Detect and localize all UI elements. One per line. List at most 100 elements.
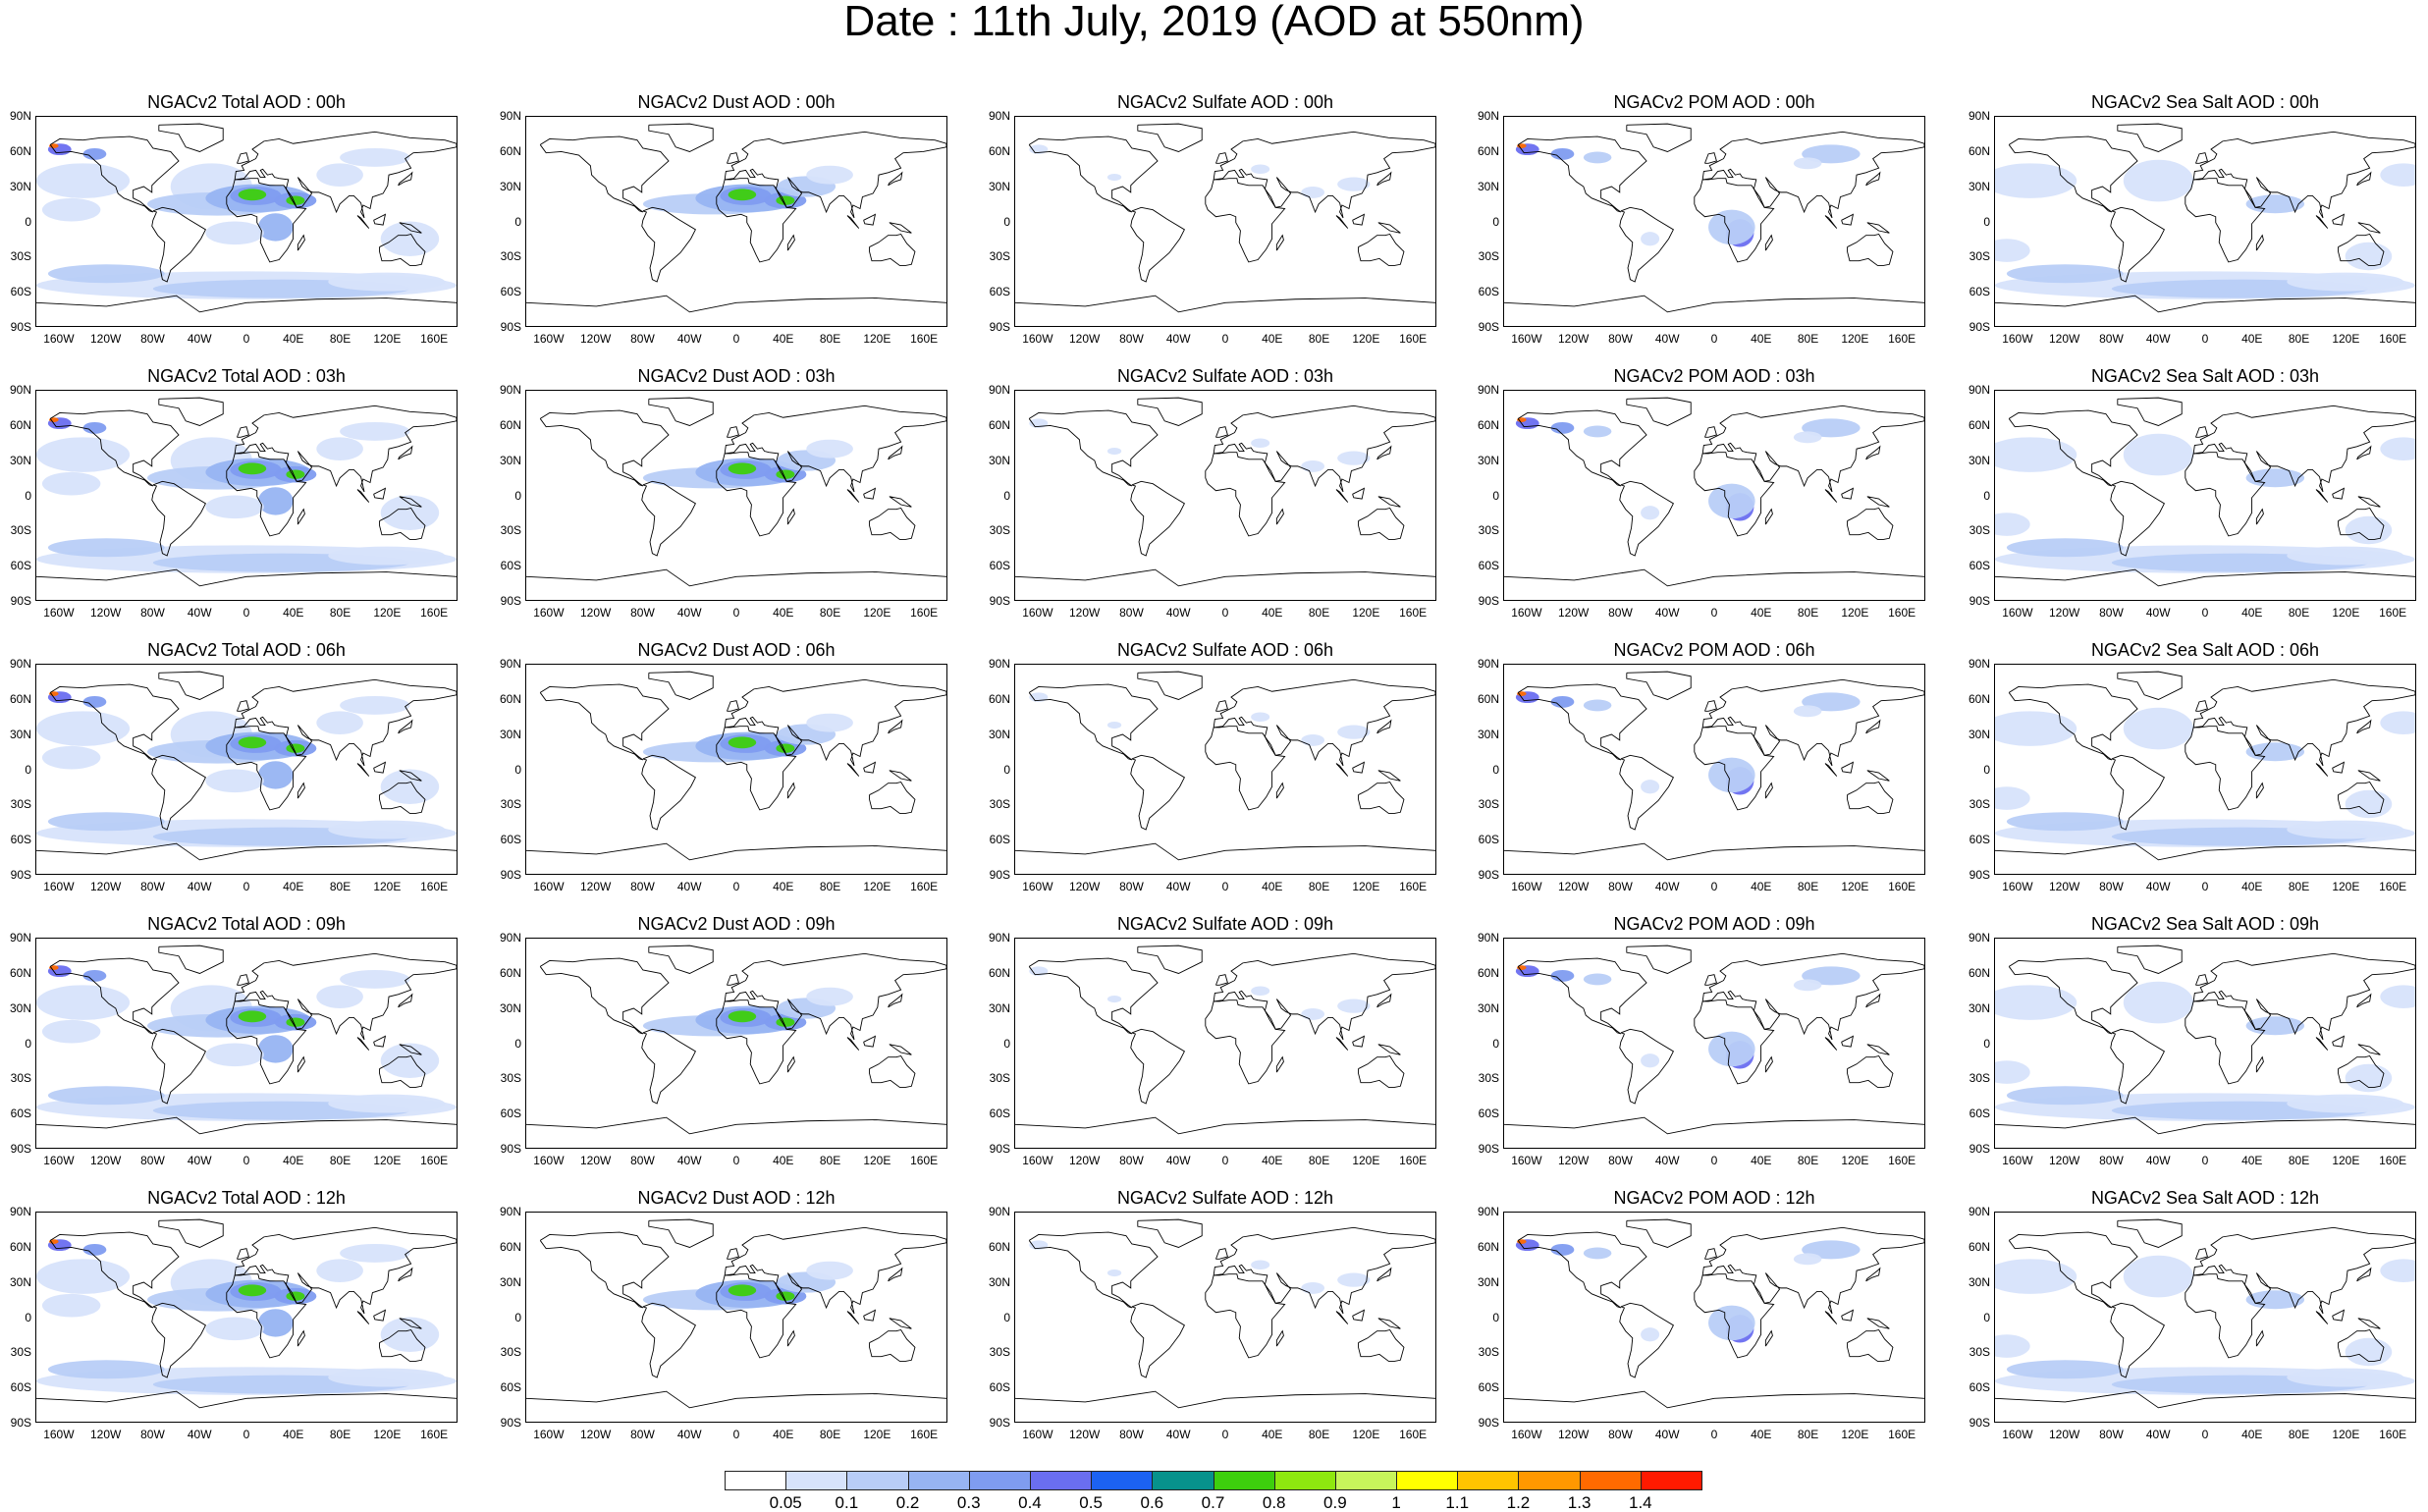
- lat-tick-label: 60S: [1478, 1380, 1499, 1395]
- aod-plume: [316, 163, 363, 187]
- aod-field: [36, 397, 457, 587]
- lon-tick-label: 120E: [1841, 606, 1869, 620]
- map-panel-total-12h: NGACv2 Total AOD : 12h 90N 60N 30N 0 30S 60S 90…: [0, 1188, 461, 1458]
- aod-field: [526, 671, 946, 861]
- lat-tick-label: 30N: [1477, 727, 1499, 741]
- lon-tick-label: 40W: [1654, 1428, 1680, 1441]
- lon-tick-label: 80W: [140, 332, 165, 346]
- lon-tick-label: 160E: [910, 606, 939, 620]
- colorbar-swatch: [1273, 1471, 1336, 1490]
- coastline: [1841, 1035, 1855, 1048]
- coastline: [1824, 763, 1838, 777]
- lon-tick-label: 40W: [2145, 332, 2171, 346]
- lon-tick-label: 80W: [630, 1428, 655, 1441]
- lon-tick-label: 160E: [1399, 880, 1428, 893]
- coastline: [2338, 233, 2385, 266]
- colorbar-swatch: [1396, 1471, 1459, 1490]
- panel-title: NGACv2 Sulfate AOD : 12h: [1116, 1188, 1334, 1208]
- coastline: [727, 426, 739, 438]
- coastline: [1764, 782, 1773, 799]
- aod-plume: [36, 711, 131, 746]
- coastline: [1701, 131, 1924, 219]
- coastline: [297, 234, 305, 251]
- colorbar-swatch: [1029, 1471, 1093, 1490]
- aod-plume: [2380, 711, 2415, 734]
- map-frame: [35, 1212, 458, 1423]
- lat-tick-label: 30N: [9, 1274, 31, 1289]
- coastline: [1215, 974, 1228, 986]
- lon-tick-label: 80E: [1797, 332, 1819, 346]
- map-panel-total-09h: NGACv2 Total AOD : 09h 90N 60N 30N 0 30S 60S 90…: [0, 914, 461, 1184]
- aod-field: [1504, 397, 1924, 587]
- lon-tick-label: 160E: [2379, 1428, 2407, 1441]
- lon-tick-label: 80W: [140, 1428, 165, 1441]
- aod-plume: [41, 745, 101, 770]
- lat-tick-label: 30N: [9, 727, 31, 741]
- coastline: [1995, 568, 2415, 587]
- lat-tick-label: 90S: [500, 320, 521, 334]
- coastline: [2185, 1273, 2266, 1359]
- lon-tick-label: 160W: [2002, 606, 2033, 620]
- lon-tick-label: 80W: [630, 880, 655, 893]
- coastline: [158, 397, 224, 426]
- coastline: [2110, 480, 2165, 557]
- lon-tick-label: 120W: [1068, 1154, 1101, 1167]
- coastline: [1764, 508, 1773, 525]
- aod-plume: [257, 761, 294, 789]
- lon-tick-label: 80W: [1608, 1154, 1633, 1167]
- lat-tick-label: 60S: [1478, 285, 1499, 299]
- lon-tick-label: 0: [732, 1154, 740, 1167]
- aod-plume: [806, 1261, 853, 1280]
- lat-tick-label: 90S: [10, 868, 31, 882]
- coastline: [648, 397, 714, 426]
- coastline: [379, 781, 426, 814]
- lon-tick-label: 40W: [1165, 1154, 1191, 1167]
- lon-tick-label: 40E: [1262, 1154, 1283, 1167]
- lon-tick-label: 80W: [1119, 1428, 1144, 1441]
- lat-tick-label: 60S: [10, 833, 31, 847]
- coastline: [2185, 726, 2266, 811]
- coastline: [889, 770, 912, 782]
- coastline: [869, 1328, 916, 1362]
- coastline: [2192, 1226, 2415, 1315]
- coastline: [36, 1390, 457, 1409]
- coastline: [1517, 135, 1647, 213]
- lon-tick-label: 40W: [676, 880, 702, 893]
- lon-tick-label: 120W: [2048, 1154, 2080, 1167]
- coastline: [1619, 754, 1674, 831]
- map-frame: [525, 938, 947, 1149]
- aod-plume: [1995, 513, 2030, 536]
- aod-plume: [47, 538, 165, 558]
- aod-plume: [728, 1010, 757, 1023]
- aod-plume: [1583, 973, 1612, 986]
- colorbar-swatch: [1152, 1471, 1214, 1490]
- lon-tick-label: 120E: [1352, 880, 1380, 893]
- coastline: [1701, 678, 1924, 767]
- lon-tick-label: 0: [243, 880, 250, 893]
- coastline: [1015, 1390, 1435, 1409]
- aod-plume: [2287, 1368, 2404, 1387]
- lon-tick-label: 80E: [2288, 606, 2310, 620]
- aod-plume: [806, 165, 853, 185]
- lat-tick-label: 60S: [989, 285, 1010, 299]
- lon-tick-label: 120E: [1841, 1428, 1869, 1441]
- coastline: [1358, 507, 1405, 540]
- aod-plume: [2380, 163, 2415, 187]
- coastline: [888, 993, 903, 1008]
- aod-plume: [380, 1043, 440, 1078]
- lat-tick-label: 30N: [1477, 1000, 1499, 1015]
- panel-title: NGACv2 Sea Salt AOD : 12h: [2090, 1188, 2320, 1208]
- coastline: [237, 426, 249, 438]
- coastline: [727, 1248, 739, 1260]
- aod-plume: [1793, 157, 1822, 170]
- coastline: [49, 683, 180, 761]
- lon-tick-label: 80E: [1308, 1154, 1330, 1167]
- coastline: [2117, 1218, 2183, 1248]
- coastline: [2356, 1267, 2372, 1282]
- lon-tick-label: 160W: [533, 332, 565, 346]
- aod-plume: [728, 462, 757, 475]
- aod-plume: [1106, 995, 1122, 1003]
- coastline: [641, 754, 696, 831]
- lon-tick-label: 0: [1221, 332, 1229, 346]
- lat-tick-label: 0: [514, 1036, 521, 1051]
